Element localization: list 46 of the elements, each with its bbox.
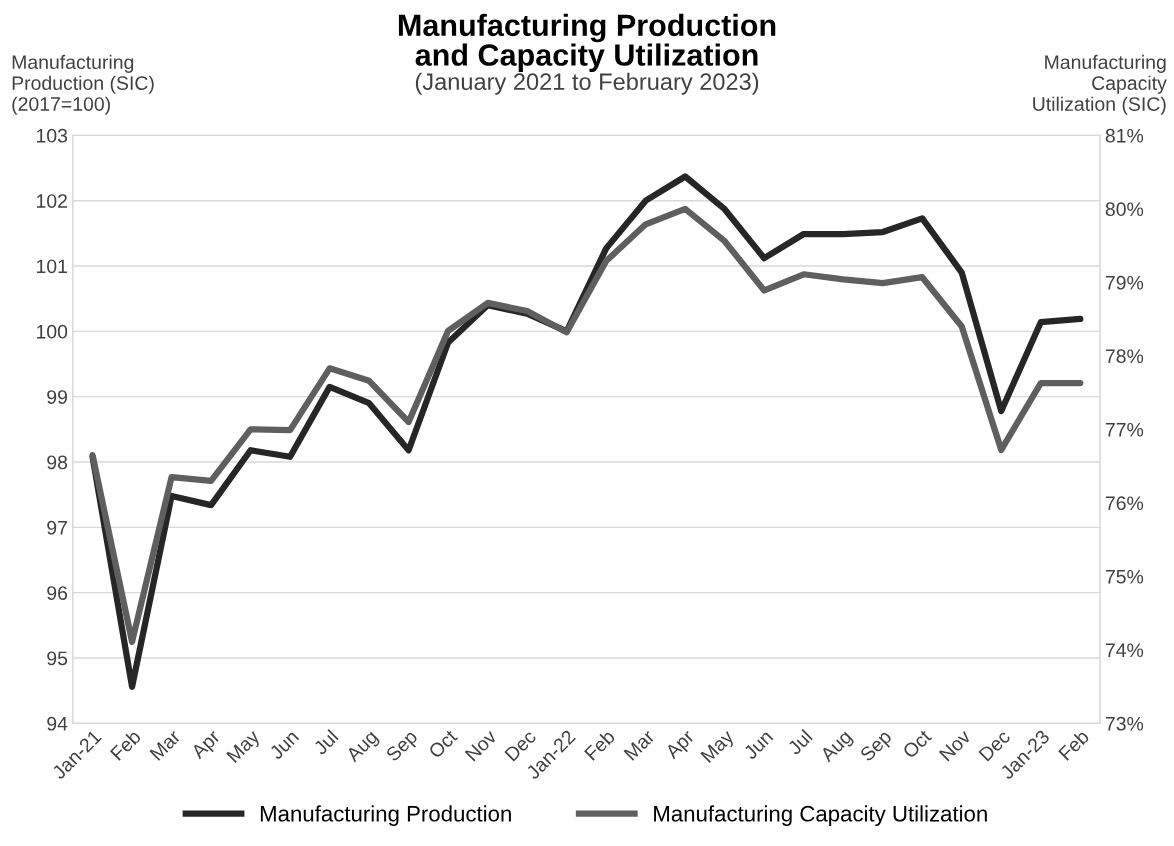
legend-label: Manufacturing Capacity Utilization — [654, 805, 987, 826]
x-tick-label: Oct — [901, 728, 933, 760]
chart-title: Manufacturing Production and Capacity Utilization — [398, 13, 776, 72]
y2-axis-title: Manufacturing Capacity Utilization (SIC) — [1033, 54, 1167, 115]
x-tick-label: Mar — [149, 728, 182, 761]
y2-tick-label: 80% — [1105, 202, 1144, 217]
y-tick-label: 102 — [36, 194, 67, 208]
y-tick-label: 99 — [47, 390, 68, 404]
y-tick-label: 97 — [47, 520, 67, 535]
y2-tick-label: 77% — [1105, 422, 1144, 437]
x-tick-label: Apr — [664, 728, 698, 763]
y-tick-label: 94 — [47, 716, 68, 731]
x-tick-label: Jul — [786, 729, 813, 756]
x-tick-label: Sep — [385, 729, 421, 765]
y-tick-label: 96 — [47, 586, 68, 600]
y2-tick-label: 81% — [1105, 128, 1144, 143]
y-axis-title: Manufacturing Production (SIC) (2017=100) — [12, 54, 154, 115]
x-tick-label: Jun — [742, 729, 774, 761]
x-tick-label: Nov — [938, 728, 972, 762]
y2-tick-label: 76% — [1105, 496, 1144, 511]
y2-tick-label: 74% — [1105, 643, 1144, 657]
x-tick-label: Mar — [623, 728, 656, 761]
y2-tick-label: 78% — [1105, 349, 1144, 364]
x-tick-label: Apr — [190, 728, 224, 763]
y-tick-label: 101 — [36, 259, 67, 274]
y-tick-label: 103 — [36, 128, 68, 143]
x-tick-label: Feb — [109, 728, 142, 761]
x-tick-label: May — [700, 728, 738, 766]
y-tick-label: 95 — [47, 651, 68, 666]
x-tick-label: Feb — [1057, 728, 1090, 761]
y2-tick-label: 79% — [1105, 275, 1144, 290]
chart-subtitle: (January 2021 to February 2023) — [415, 72, 759, 95]
y2-tick-label: 73% — [1105, 716, 1144, 731]
x-tick-label: Aug — [819, 729, 856, 766]
x-tick-label: Feb — [583, 728, 616, 761]
y2-tick-label: 75% — [1105, 569, 1144, 584]
y-tick-label: 100 — [36, 324, 68, 339]
x-tick-label: May — [226, 728, 264, 766]
x-tick-label: Sep — [859, 729, 895, 765]
x-tick-label: Jun — [268, 729, 300, 761]
x-tick-label: Jul — [312, 729, 339, 756]
x-tick-label: Nov — [464, 728, 498, 762]
legend-label: Manufacturing Production — [260, 805, 511, 826]
x-tick-label: Oct — [427, 728, 459, 760]
y-tick-label: 98 — [47, 455, 68, 470]
x-tick-label: Aug — [345, 729, 382, 766]
